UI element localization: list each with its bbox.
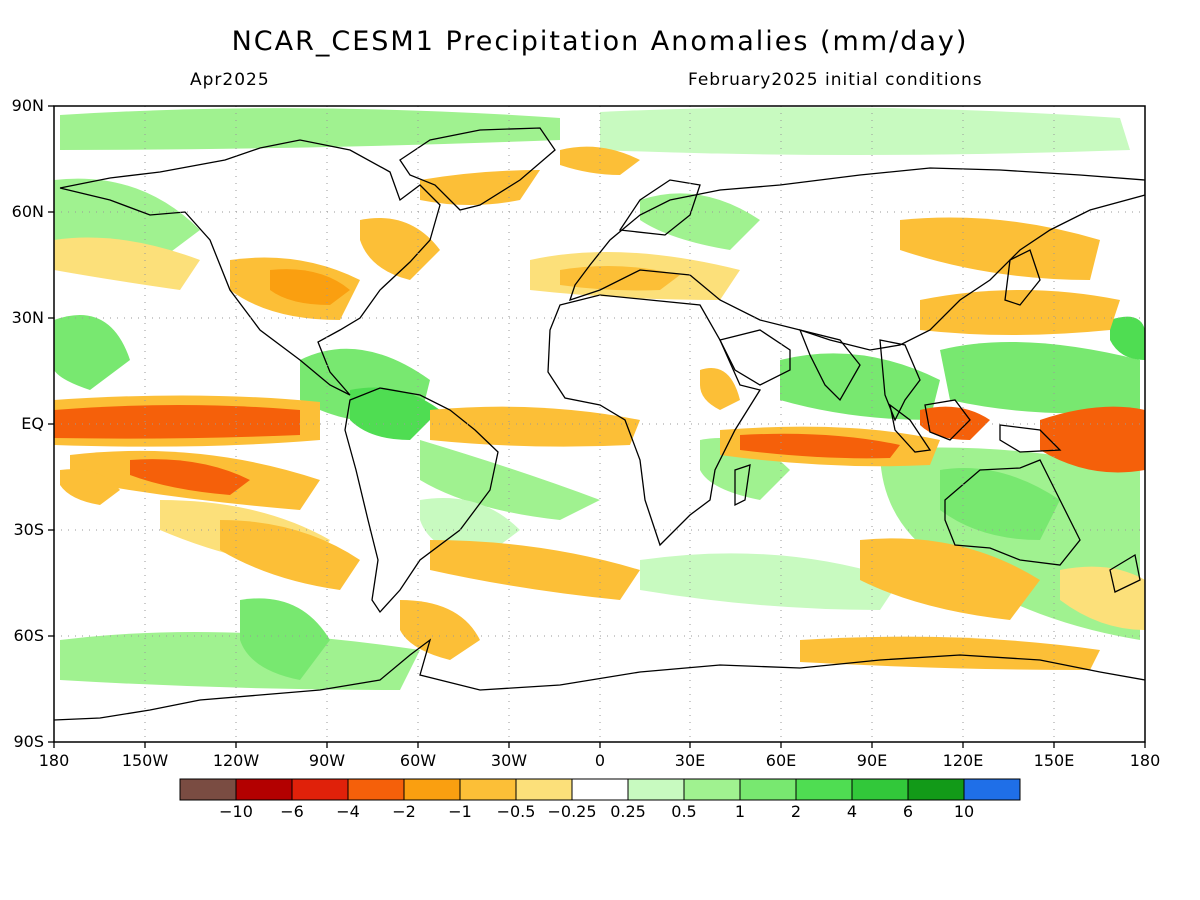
map-title: NCAR_CESM1 Precipitation Anomalies (mm/d… xyxy=(231,26,969,57)
lon-label-150e: 150E xyxy=(1033,751,1075,770)
lon-label-30e: 30E xyxy=(674,751,706,770)
borneo-coast xyxy=(924,399,971,441)
lon-label-30w: 30W xyxy=(490,751,528,770)
colorbar-swatch xyxy=(179,778,237,801)
lon-label-180w: 180 xyxy=(38,751,70,770)
axis-ticks xyxy=(48,105,1146,748)
arabia-coast xyxy=(719,329,791,386)
colorbar-label: 6 xyxy=(902,802,914,821)
anomaly-field xyxy=(54,106,1145,742)
colorbar-label: −1 xyxy=(448,802,472,821)
colorbar-swatch xyxy=(795,778,853,801)
colorbar-label: −0.5 xyxy=(496,802,536,821)
colorbar-swatch xyxy=(571,778,629,801)
africa-coast xyxy=(547,294,762,547)
colorbar-label: 4 xyxy=(846,802,858,821)
antarctica-coast xyxy=(54,638,1145,721)
lat-label-eq: EQ xyxy=(21,414,44,433)
lon-label-60w: 60W xyxy=(399,751,437,770)
colorbar-label: −4 xyxy=(336,802,360,821)
lon-label-120e: 120E xyxy=(942,751,984,770)
lat-label-90s: 90S xyxy=(13,732,44,751)
coastlines xyxy=(54,127,1145,721)
colorbar xyxy=(179,778,1021,801)
forecast-month: Apr2025 xyxy=(190,70,270,90)
colorbar-label: −10 xyxy=(219,802,253,821)
colorbar-swatch xyxy=(403,778,461,801)
colorbar-label: −6 xyxy=(280,802,304,821)
colorbar-swatch xyxy=(963,778,1021,801)
madagascar-coast xyxy=(734,464,751,507)
new-guinea-coast xyxy=(999,424,1062,453)
lon-label-120w: 120W xyxy=(212,751,260,770)
lat-label-60s: 60S xyxy=(13,626,44,645)
lat-lon-grid xyxy=(54,106,1145,742)
lon-label-0: 0 xyxy=(594,751,606,770)
lon-label-90w: 90W xyxy=(308,751,346,770)
lon-label-180e: 180 xyxy=(1129,751,1161,770)
australia-coast xyxy=(944,459,1081,566)
lat-label-30s: 30S xyxy=(13,520,44,539)
colorbar-swatch xyxy=(459,778,517,801)
india-coast xyxy=(798,329,861,402)
colorbar-swatch xyxy=(235,778,293,801)
colorbar-swatch xyxy=(851,778,909,801)
lon-label-60e: 60E xyxy=(765,751,797,770)
colorbar-label: 0.25 xyxy=(610,802,646,821)
lat-label-60n: 60N xyxy=(11,202,44,221)
colorbar-label: 2 xyxy=(790,802,802,821)
colorbar-swatch xyxy=(515,778,573,801)
japan-coast xyxy=(1004,249,1041,306)
lat-label-30n: 30N xyxy=(11,308,44,327)
colorbar-label: 1 xyxy=(734,802,746,821)
colorbar-swatch xyxy=(683,778,741,801)
south-america-coast xyxy=(344,387,499,614)
lon-label-90e: 90E xyxy=(856,751,888,770)
lon-label-150w: 150W xyxy=(121,751,169,770)
initial-conditions: February2025 initial conditions xyxy=(688,70,983,90)
greenland-coast xyxy=(399,127,556,211)
eurasia-coast xyxy=(568,167,1145,351)
colorbar-label: 0.5 xyxy=(671,802,697,821)
colorbar-swatch xyxy=(739,778,797,801)
new-zealand-coast xyxy=(1109,553,1141,593)
colorbar-swatch xyxy=(907,778,965,801)
sumatra-coast xyxy=(889,403,932,453)
colorbar-swatch xyxy=(291,778,349,801)
colorbar-swatch xyxy=(347,778,405,801)
lat-label-90n: 90N xyxy=(11,96,44,115)
se-asia-coast xyxy=(879,339,921,422)
colorbar-label: −0.25 xyxy=(547,802,597,821)
colorbar-swatch xyxy=(627,778,685,801)
colorbar-label: −2 xyxy=(392,802,416,821)
colorbar-label: 10 xyxy=(953,802,975,821)
north-america-coast xyxy=(59,139,441,396)
scandinavia-coast xyxy=(618,179,701,236)
